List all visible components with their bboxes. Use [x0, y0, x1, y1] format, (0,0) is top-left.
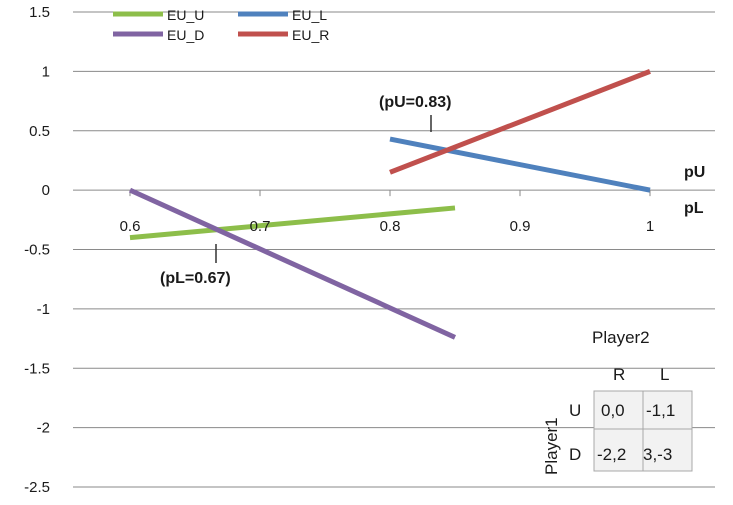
payoff-row-player: Player1	[542, 417, 561, 475]
x-tick-label: 0.6	[120, 218, 141, 235]
x-tick-label: 1	[646, 218, 654, 235]
y-tick-label: 1.5	[29, 4, 50, 21]
payoff-table: Player2 R L Player1 U D 0,0 -1,1 -2,2 3,…	[542, 328, 693, 475]
legend-label-eu-l: EU_L	[292, 7, 327, 23]
payoff-col-header-l: L	[660, 365, 669, 384]
payoff-cell-d-l: 3,-3	[643, 445, 672, 464]
y-tick-label: -1	[37, 301, 50, 318]
payoff-cell-u-r: 0,0	[601, 401, 625, 420]
payoff-cell-bg-dl	[642, 428, 693, 472]
legend: EU_U EU_L EU_D EU_R	[113, 7, 329, 43]
payoff-cell-bg-uu	[593, 390, 644, 430]
y-tick-labels: 1.5 1 0.5 0 -0.5 -1 -1.5 -2 -2.5	[24, 4, 50, 496]
payoff-cell-u-l: -1,1	[646, 401, 675, 420]
payoff-row-header-u: U	[569, 401, 581, 420]
axis-title-pu: pU	[684, 164, 705, 181]
x-tick-label: 0.8	[380, 218, 401, 235]
payoff-cell-bg-ul	[642, 390, 693, 430]
y-tick-label: 1	[42, 63, 50, 80]
x-tick-labels: 0.6 0.7 0.8 0.9 1	[120, 218, 655, 235]
series-line-eu-d	[128, 187, 457, 340]
axis-title-pl: pL	[684, 200, 704, 217]
legend-label-eu-u: EU_U	[167, 7, 204, 23]
series-line-eu-r	[389, 69, 651, 175]
legend-label-eu-d: EU_D	[167, 27, 204, 43]
x-tick-label: 0.9	[510, 218, 531, 235]
y-tick-label: -2.5	[24, 479, 50, 496]
y-tick-label: 0.5	[29, 123, 50, 140]
payoff-col-header-r: R	[613, 365, 625, 384]
y-tick-label: -1.5	[24, 360, 50, 377]
payoff-cell-d-r: -2,2	[597, 445, 626, 464]
payoff-cell-bg-du	[593, 428, 644, 472]
payoff-title: Player2	[592, 328, 650, 347]
y-tick-label: -0.5	[24, 242, 50, 259]
annotations: (pU=0.83) (pL=0.67)	[160, 94, 451, 287]
annotation-pl: (pL=0.67)	[160, 270, 231, 287]
series-line-eu-u	[129, 205, 456, 241]
annotation-pu: (pU=0.83)	[379, 94, 451, 111]
payoff-row-header-d: D	[569, 445, 581, 464]
y-tick-label: -2	[37, 420, 50, 437]
y-tick-label: 0	[42, 182, 50, 199]
legend-label-eu-r: EU_R	[292, 27, 329, 43]
series-line-eu-l	[389, 136, 651, 193]
series-lines	[128, 69, 651, 340]
x-tick-label: 0.7	[250, 218, 271, 235]
